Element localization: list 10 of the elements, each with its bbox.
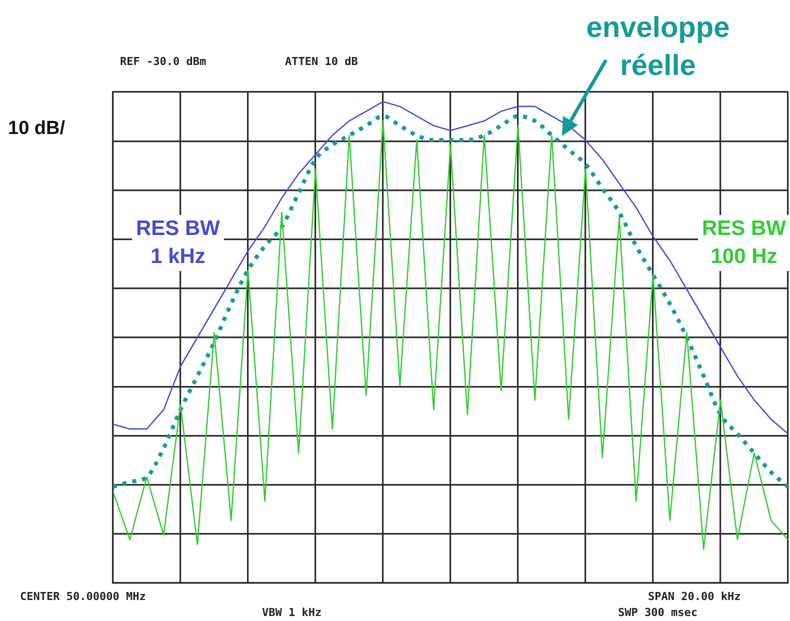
series-label: RES BW 1 kHz bbox=[132, 215, 224, 271]
text: CENTER 50.00000 MHz bbox=[20, 590, 146, 603]
text: VBW 1 kHz bbox=[262, 606, 322, 619]
text: ATTEN 10 dB bbox=[285, 55, 358, 68]
text: enveloppe réelle bbox=[585, 11, 731, 84]
text: 10 dB/ bbox=[8, 118, 66, 140]
text: SPAN 20.00 kHz bbox=[648, 590, 741, 603]
text: RES BW 100 Hz bbox=[698, 215, 790, 271]
text: SWP 300 msec bbox=[618, 606, 698, 619]
text: REF -30.0 dBm bbox=[120, 55, 206, 68]
